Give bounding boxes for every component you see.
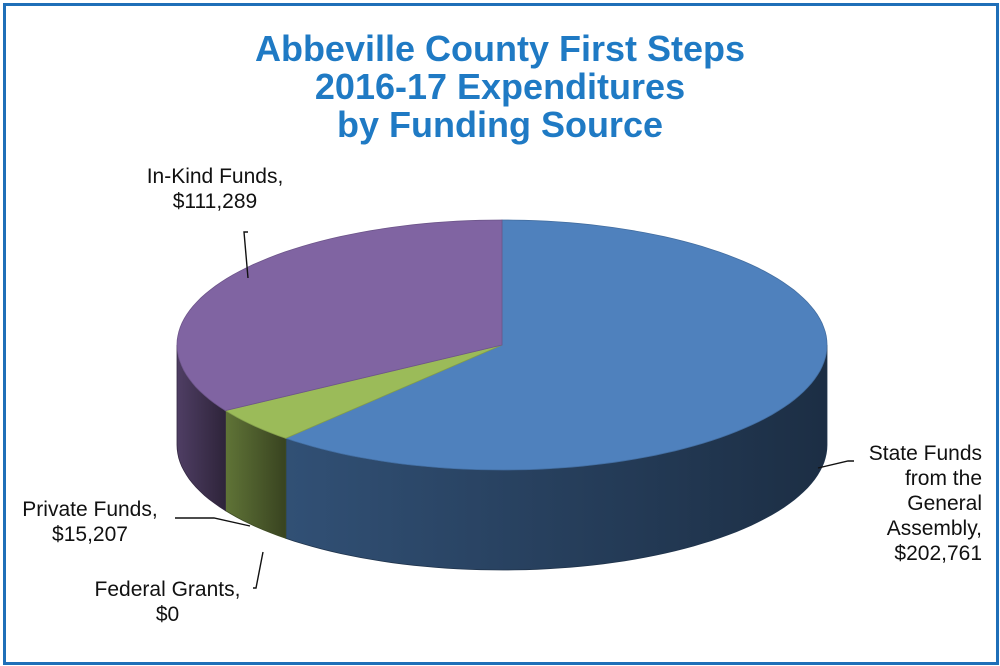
leader-in-kind: [243, 231, 249, 279]
label-private-line-2: $15,207: [52, 523, 128, 546]
pie-slice-private-funds: [224, 344, 503, 439]
label-state-line-2: from the: [904, 467, 982, 490]
pie-slice-in-kind-funds: [176, 219, 503, 412]
chart-title-line-2: 2016-17 Expenditures: [314, 66, 686, 107]
label-state-line-4: Assembly,: [886, 517, 982, 540]
label-federal-grants: Federal Grants, $0: [80, 577, 255, 627]
pie-tops: [176, 219, 828, 471]
label-in-kind-line-2: $111,289: [172, 190, 258, 213]
label-state-funds: State Funds from the General Assembly, $…: [838, 441, 982, 566]
leader-lines: [175, 231, 854, 589]
leader-federal: [253, 551, 264, 589]
leader-private: [175, 517, 251, 527]
pie-slice-state-funds-from-the-general-assembly: [284, 219, 828, 471]
label-federal-line-2: $0: [155, 603, 180, 626]
chart-title-line-1: Abbeville County First Steps: [254, 28, 746, 69]
label-state-line-3: General: [907, 492, 982, 515]
label-private-line-1: Private Funds,: [22, 498, 158, 521]
pie-sides: [176, 344, 828, 571]
label-state-line-5: $202,761: [894, 542, 982, 565]
label-state-line-1: State Funds: [868, 442, 982, 465]
chart-title: Abbeville County First Steps 2016-17 Exp…: [0, 30, 1000, 144]
chart-title-line-3: by Funding Source: [336, 104, 663, 145]
label-in-kind-line-1: In-Kind Funds,: [146, 165, 284, 188]
label-in-kind-funds: In-Kind Funds, $111,289: [130, 164, 300, 214]
leader-state: [817, 460, 854, 469]
label-federal-line-1: Federal Grants,: [94, 578, 241, 601]
label-private-funds: Private Funds, $15,207: [10, 497, 170, 547]
